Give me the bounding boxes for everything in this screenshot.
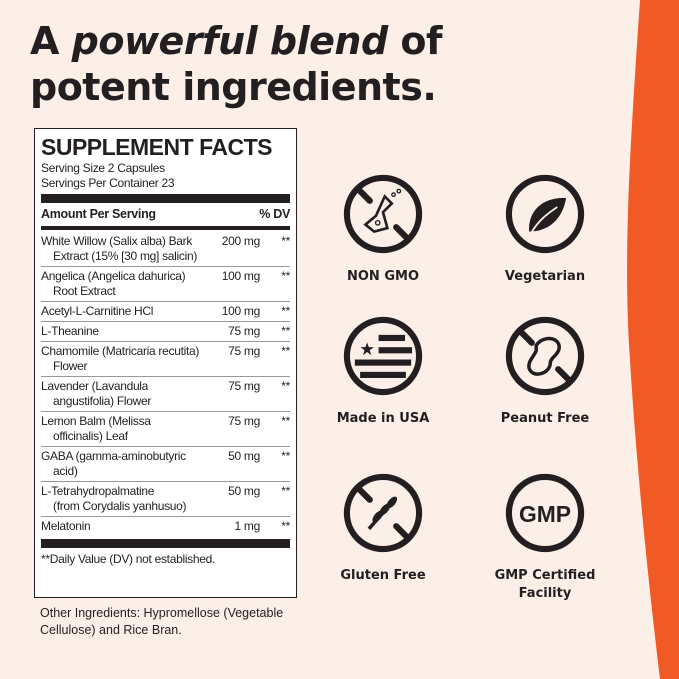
ingredient-row: Lemon Balm (Melissa officinalis) Leaf 75 m… (41, 412, 290, 447)
ingredient-amount: 50 mg (228, 484, 260, 498)
ingredient-row: White Willow (Salix alba) Bark Extract (1… (41, 232, 290, 267)
ingredient-dv: ** (281, 304, 290, 318)
ingredient-detail: acid) (53, 464, 78, 478)
ingredient-row: Lavender (Lavandula angustifolia) Flower 7… (41, 377, 290, 412)
servings-per-container: Servings Per Container 23 (41, 176, 175, 190)
ingredient-dv: ** (281, 269, 290, 283)
ingredient-detail: angustifolia) Flower (53, 394, 152, 408)
other-ingredients: Other Ingredients: Hypromellose (Vegetab… (40, 606, 284, 637)
ingredient-row: Angelica (Angelica dahurica) Root Extract… (41, 267, 290, 302)
headline: A powerful blend of potent ingredients. (30, 19, 443, 109)
ingredient-row: L-Tetrahydropalmatine (from Corydalis yan… (41, 482, 290, 517)
ingredient-name: Melatonin (41, 519, 91, 533)
peanut-crossed-icon (505, 316, 585, 396)
ingredient-name: Lavender (Lavandula (41, 379, 149, 393)
ingredient-name: Chamomile (Matricaria recutita) (41, 344, 200, 358)
svg-text:GMP: GMP (519, 501, 571, 527)
ingredient-row: GABA (gamma-aminobutyric acid) 50 mg ** (41, 447, 290, 482)
ingredient-name: L-Theanine (41, 324, 99, 338)
ingredient-dv: ** (281, 344, 290, 358)
facts-title: SUPPLEMENT FACTS (41, 134, 272, 160)
ingredient-dv: ** (281, 379, 290, 393)
ingredient-name: L-Tetrahydropalmatine (41, 484, 155, 498)
ingredient-detail: Flower (53, 359, 88, 373)
badge-label: Made in USA (336, 411, 430, 426)
ingredient-detail: Extract (15% [30 mg] salicin) (53, 249, 198, 263)
ingredient-name: White Willow (Salix alba) Bark (41, 234, 193, 248)
badge-made-in-usa: ★ Made in USA (313, 312, 453, 428)
serving-size: Serving Size 2 Capsules (41, 161, 165, 175)
badge-label: NON GMO (347, 269, 419, 284)
ingredient-amount: 200 mg (221, 234, 261, 248)
ingredient-dv: ** (281, 324, 290, 338)
divider (41, 194, 290, 203)
ingredient-dv: ** (281, 234, 290, 248)
ingredient-amount: 50 mg (228, 449, 260, 463)
badge-peanut-free: Peanut Free (475, 312, 615, 428)
ingredient-amount: 75 mg (228, 414, 260, 428)
badge-label: GMP Certified Facility (494, 568, 596, 601)
ingredient-name: Acetyl-L-Carnitine HCl (41, 304, 154, 318)
ingredient-row: Melatonin 1 mg ** (41, 517, 290, 536)
facts-header: Amount Per Serving% DV (41, 207, 290, 221)
us-flag-icon: ★ (343, 316, 423, 396)
ingredient-row: Acetyl-L-Carnitine HCl 100 mg ** (41, 302, 290, 322)
ingredient-amount: 75 mg (228, 324, 260, 338)
ingredient-dv: ** (281, 449, 290, 463)
ingredient-name: Angelica (Angelica dahurica) (41, 269, 186, 283)
badge-non-gmo: NON GMO (313, 170, 453, 286)
badge-vegetarian: Vegetarian (475, 170, 615, 286)
ingredient-amount: 75 mg (228, 344, 260, 358)
leaf-icon (505, 174, 585, 254)
gmp-icon: GMP (505, 473, 585, 553)
ingredient-dv: ** (281, 484, 290, 498)
ingredient-detail: Root Extract (53, 284, 116, 298)
ingredient-amount: 100 mg (221, 304, 261, 318)
svg-text:★: ★ (359, 340, 375, 360)
supplement-facts-panel: SUPPLEMENT FACTS Serving Size 2 Capsules… (34, 128, 297, 598)
ingredient-amount: 1 mg (234, 519, 261, 533)
ingredient-name: Lemon Balm (Melissa (41, 414, 151, 428)
flask-crossed-icon (343, 174, 423, 254)
badge-gmp-certified-facility: GMP GMP Certified Facility (475, 469, 615, 603)
ingredient-amount: 100 mg (221, 269, 261, 283)
badge-label: Peanut Free (500, 411, 590, 426)
divider (41, 226, 290, 230)
ingredient-row: Chamomile (Matricaria recutita) Flower 75 … (41, 342, 290, 377)
ingredient-amount: 75 mg (228, 379, 260, 393)
ingredient-detail: officinalis) Leaf (53, 429, 128, 443)
badge-gluten-free: Gluten Free (313, 469, 453, 585)
ingredient-detail: (from Corydalis yanhusuo) (53, 499, 187, 513)
ingredient-name: GABA (gamma-aminobutyric (41, 449, 186, 463)
divider (41, 539, 290, 548)
ingredient-dv: ** (281, 519, 290, 533)
footnote: **Daily Value (DV) not established. (41, 552, 216, 566)
wheat-crossed-icon (343, 473, 423, 553)
ingredient-dv: ** (281, 414, 290, 428)
badge-label: Vegetarian (504, 269, 586, 284)
ingredient-row: L-Theanine 75 mg ** (41, 322, 290, 342)
badge-label: Gluten Free (340, 568, 426, 583)
